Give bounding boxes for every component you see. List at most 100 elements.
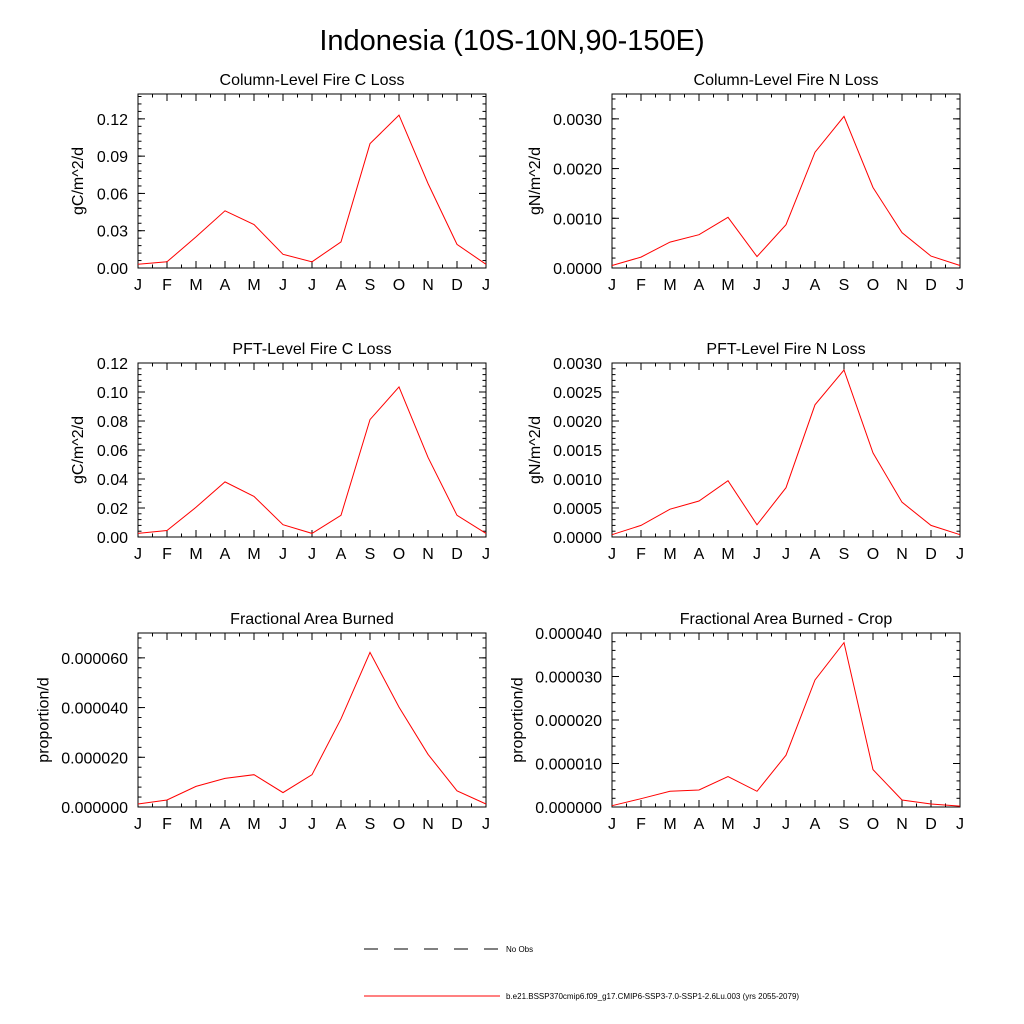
x-tick-label: F (636, 816, 646, 833)
x-tick-label: J (279, 277, 287, 294)
x-tick-label: J (279, 546, 287, 563)
y-tick-label: 0.000040 (61, 701, 128, 718)
x-tick-label: F (636, 277, 646, 294)
y-tick-label: 0.000010 (535, 757, 602, 774)
x-tick-label: O (393, 816, 405, 833)
x-tick-label: M (247, 546, 260, 563)
y-tick-label: 0.08 (97, 414, 128, 431)
y-tick-label: 0.000060 (61, 651, 128, 668)
x-tick-label: J (482, 277, 490, 294)
x-tick-label: D (451, 816, 463, 833)
y-tick-label: 0.02 (97, 501, 128, 518)
x-tick-label: S (839, 546, 850, 563)
y-tick-label: 0.000020 (61, 750, 128, 767)
x-tick-label: M (663, 816, 676, 833)
y-tick-label: 0.00 (97, 261, 128, 278)
x-tick-label: S (839, 816, 850, 833)
x-tick-label: N (422, 816, 434, 833)
plot-frame (611, 362, 961, 538)
x-tick-label: M (721, 277, 734, 294)
x-tick-label: D (451, 277, 463, 294)
x-tick-label: N (422, 546, 434, 563)
x-tick-label: F (162, 816, 172, 833)
y-axis-label: proportion/d (509, 677, 526, 762)
x-tick-label: A (336, 277, 347, 294)
x-tick-label: A (220, 277, 231, 294)
x-tick-label: M (189, 277, 202, 294)
x-tick-label: J (956, 816, 964, 833)
y-tick-label: 0.0005 (553, 501, 602, 518)
x-tick-label: O (867, 277, 879, 294)
y-axis-label: gN/m^2/d (527, 416, 544, 484)
x-tick-label: M (189, 546, 202, 563)
panel-title: Column-Level Fire N Loss (694, 72, 879, 89)
y-axis-label: proportion/d (35, 677, 52, 762)
y-tick-label: 0.000040 (535, 626, 602, 643)
x-tick-label: M (247, 816, 260, 833)
y-tick-label: 0.0020 (553, 414, 602, 431)
x-tick-label: M (663, 546, 676, 563)
x-tick-label: M (189, 816, 202, 833)
x-tick-label: J (753, 816, 761, 833)
series-line-1 (137, 651, 487, 805)
x-tick-label: A (694, 816, 705, 833)
x-tick-label: M (663, 277, 676, 294)
y-tick-label: 0.06 (97, 443, 128, 460)
y-tick-label: 0.06 (97, 186, 128, 203)
y-tick-label: 0.0000 (553, 530, 602, 547)
x-tick-label: A (336, 546, 347, 563)
x-tick-label: S (365, 816, 376, 833)
x-tick-label: J (782, 546, 790, 563)
x-tick-label: J (956, 546, 964, 563)
x-tick-label: D (925, 816, 937, 833)
x-tick-label: O (393, 277, 405, 294)
y-tick-label: 0.0030 (553, 356, 602, 373)
y-tick-label: 0.0020 (553, 162, 602, 179)
series-line-1 (137, 385, 487, 534)
y-axis-label: gN/m^2/d (527, 147, 544, 215)
x-tick-label: J (608, 277, 616, 294)
x-tick-label: A (220, 816, 231, 833)
x-tick-label: D (925, 277, 937, 294)
y-tick-label: 0.0010 (553, 472, 602, 489)
x-tick-label: J (134, 816, 142, 833)
y-tick-label: 0.0025 (553, 385, 602, 402)
y-tick-label: 0.12 (97, 112, 128, 129)
x-tick-label: O (393, 546, 405, 563)
x-tick-label: D (451, 546, 463, 563)
x-tick-label: A (810, 816, 821, 833)
x-tick-label: F (162, 546, 172, 563)
y-tick-label: 0.12 (97, 356, 128, 373)
x-tick-label: F (636, 546, 646, 563)
figure-title: Indonesia (10S-10N,90-150E) (319, 25, 704, 57)
y-tick-label: 0.000000 (535, 800, 602, 817)
x-tick-label: N (422, 277, 434, 294)
x-tick-label: S (365, 277, 376, 294)
panel-title: PFT-Level Fire C Loss (232, 341, 391, 358)
x-tick-label: J (782, 816, 790, 833)
y-tick-label: 0.0010 (553, 211, 602, 228)
x-tick-label: A (336, 816, 347, 833)
x-tick-label: S (365, 546, 376, 563)
x-tick-label: J (134, 277, 142, 294)
x-tick-label: A (694, 546, 705, 563)
plot-frame (611, 93, 961, 269)
x-tick-label: J (608, 546, 616, 563)
panel-title: Fractional Area Burned (230, 611, 394, 628)
series-line-1 (611, 115, 961, 266)
x-tick-label: A (810, 546, 821, 563)
x-tick-label: S (839, 277, 850, 294)
x-tick-label: J (753, 546, 761, 563)
x-tick-label: J (482, 816, 490, 833)
x-tick-label: J (308, 277, 316, 294)
y-tick-label: 0.04 (97, 472, 128, 489)
panel-title: Fractional Area Burned - Crop (680, 611, 893, 628)
plot-frame (137, 632, 487, 808)
y-tick-label: 0.0000 (553, 261, 602, 278)
x-tick-label: N (896, 277, 908, 294)
